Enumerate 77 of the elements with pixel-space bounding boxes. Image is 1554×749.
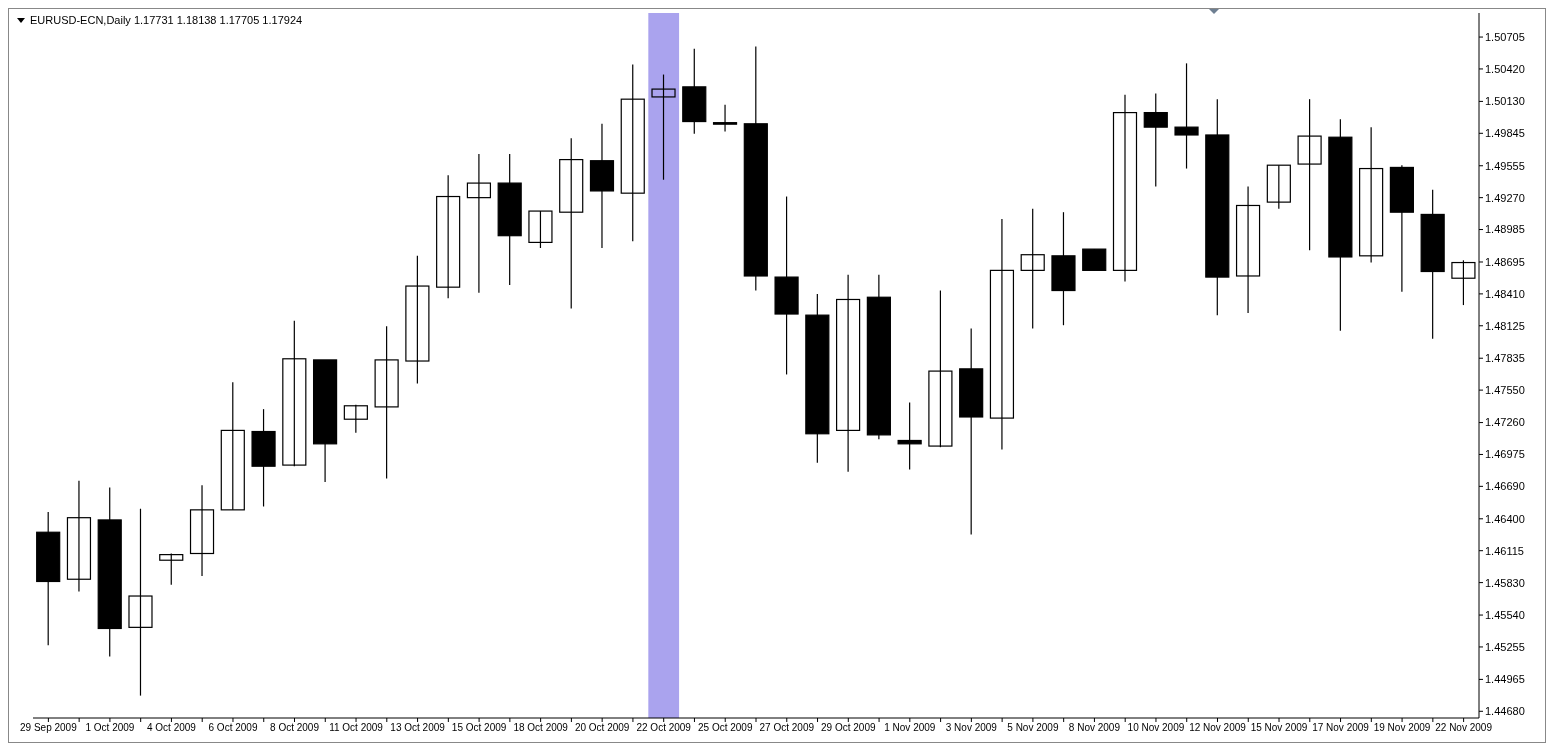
x-tick-label: 25 Oct 2009 [697, 722, 753, 734]
candlestick [651, 73, 676, 181]
chart-title: EURUSD-ECN,Daily 1.17731 1.18138 1.17705 1.17924 [30, 14, 303, 26]
candlestick [1266, 164, 1291, 210]
y-tick-label: 1.50420 [1485, 62, 1525, 75]
x-tick-label: 17 Nov 2009 [1312, 722, 1370, 734]
candlestick [405, 255, 430, 384]
y-tick-label: 1.46400 [1485, 512, 1525, 525]
candlestick [1082, 248, 1107, 271]
y-tick-label: 1.48695 [1485, 255, 1525, 268]
y-tick-label: 1.49270 [1485, 191, 1525, 204]
x-tick-label: 20 Oct 2009 [574, 722, 630, 734]
candlestick [374, 325, 399, 480]
candlestick [436, 174, 461, 299]
x-tick-label: 19 Nov 2009 [1373, 722, 1431, 734]
candlestick [989, 218, 1015, 451]
candlestick [897, 401, 922, 471]
y-tick-label: 1.44965 [1485, 673, 1525, 686]
candlestick [343, 404, 368, 434]
y-tick-label: 1.46690 [1485, 480, 1525, 493]
y-tick-label: 1.48410 [1485, 287, 1525, 300]
candlestick [928, 289, 953, 448]
candlestick [1451, 259, 1476, 306]
candlestick [1143, 92, 1168, 188]
candlestick [712, 104, 738, 133]
candlestick [1112, 94, 1138, 283]
y-tick-label: 1.46975 [1485, 448, 1525, 461]
x-tick-label: 3 Nov 2009 [945, 722, 998, 734]
candlestick [620, 63, 645, 242]
x-tick-label: 22 Nov 2009 [1435, 722, 1493, 734]
candlestick [282, 320, 307, 467]
y-tick-label: 1.45255 [1485, 640, 1525, 653]
candlestick [1174, 62, 1199, 170]
x-tick-label: 1 Nov 2009 [884, 722, 936, 734]
x-tick-label: 8 Nov 2009 [1068, 722, 1121, 734]
x-tick-label: 29 Sep 2009 [20, 722, 78, 734]
y-tick-label: 1.49555 [1485, 159, 1525, 172]
y-tick-label: 1.44680 [1485, 705, 1525, 718]
candlestick [1020, 208, 1045, 330]
x-tick-label: 15 Nov 2009 [1250, 722, 1308, 734]
y-tick-label: 1.45830 [1485, 576, 1525, 589]
x-tick-label: 18 Oct 2009 [513, 722, 569, 734]
x-tick-label: 1 Oct 2009 [85, 722, 135, 734]
y-tick-label: 1.48125 [1485, 319, 1525, 332]
candlestick [66, 480, 92, 593]
x-tick-label: 27 Oct 2009 [759, 722, 815, 734]
y-tick-label: 1.47260 [1485, 416, 1525, 429]
y-tick-label: 1.45540 [1485, 608, 1525, 621]
x-tick-label: 6 Oct 2009 [208, 722, 258, 734]
candlestick [159, 552, 184, 586]
y-tick-label: 1.46115 [1485, 544, 1524, 557]
y-tick-label: 1.47550 [1485, 384, 1525, 397]
candlestick [528, 210, 553, 249]
x-tick-label: 10 Nov 2009 [1127, 722, 1185, 734]
candlestick [559, 137, 584, 310]
x-tick-label: 29 Oct 2009 [821, 722, 876, 734]
candlestick [466, 153, 492, 294]
candlestick [220, 381, 245, 511]
candlestick [836, 274, 861, 473]
candlestick [128, 508, 153, 697]
y-tick-label: 1.50705 [1485, 30, 1525, 43]
y-tick-label: 1.48985 [1485, 223, 1525, 236]
candlestick [189, 484, 215, 577]
x-tick-label: 15 Oct 2009 [451, 722, 507, 734]
x-tick-label: 13 Oct 2009 [390, 722, 446, 734]
x-tick-label: 4 Oct 2009 [146, 722, 197, 734]
x-tick-label: 5 Nov 2009 [1007, 722, 1059, 734]
x-tick-label: 12 Nov 2009 [1189, 722, 1247, 734]
candlestick [1359, 126, 1384, 264]
x-tick-label: 22 Oct 2009 [636, 722, 692, 734]
y-tick-label: 1.50130 [1485, 95, 1525, 108]
x-tick-label: 8 Oct 2009 [270, 722, 320, 734]
y-tick-label: 1.47835 [1485, 352, 1525, 365]
candlestick [1235, 185, 1261, 314]
x-tick-label: 11 Oct 2009 [329, 722, 384, 734]
y-tick-label: 1.49845 [1485, 127, 1525, 140]
candlestick [1297, 98, 1322, 251]
